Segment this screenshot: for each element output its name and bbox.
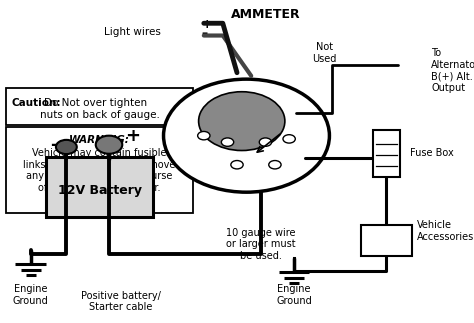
Circle shape bbox=[283, 135, 295, 143]
Text: Caution:: Caution: bbox=[12, 98, 61, 108]
Text: +: + bbox=[201, 18, 212, 31]
Text: Light wires: Light wires bbox=[104, 27, 161, 37]
Text: Vehicle may contain fusible
links. Do not disable or remove
any fusible links in: Vehicle may contain fusible links. Do no… bbox=[23, 148, 176, 193]
Text: Do Not over tighten: Do Not over tighten bbox=[44, 98, 147, 108]
Text: +: + bbox=[125, 127, 140, 145]
Text: –: – bbox=[201, 27, 208, 40]
Text: 12V Battery: 12V Battery bbox=[57, 184, 142, 197]
FancyBboxPatch shape bbox=[373, 130, 400, 177]
Text: 10 gauge wire
or larger must
be used.: 10 gauge wire or larger must be used. bbox=[226, 228, 295, 261]
FancyBboxPatch shape bbox=[6, 88, 193, 125]
FancyBboxPatch shape bbox=[361, 225, 412, 256]
FancyBboxPatch shape bbox=[6, 127, 193, 213]
Circle shape bbox=[96, 136, 122, 154]
Text: AMMETER: AMMETER bbox=[231, 8, 300, 21]
Text: To
Alternator
B(+) Alt.
Output: To Alternator B(+) Alt. Output bbox=[431, 48, 474, 93]
FancyBboxPatch shape bbox=[46, 157, 153, 217]
Text: nuts on back of gauge.: nuts on back of gauge. bbox=[40, 110, 159, 120]
Circle shape bbox=[56, 140, 77, 154]
Text: Vehicle
Accessories: Vehicle Accessories bbox=[417, 220, 474, 242]
Text: Engine
Ground: Engine Ground bbox=[276, 284, 312, 306]
Text: –: – bbox=[50, 136, 59, 154]
Text: Positive battery/
Starter cable: Positive battery/ Starter cable bbox=[81, 291, 161, 312]
Text: WARNING:: WARNING: bbox=[69, 135, 130, 145]
Circle shape bbox=[259, 138, 272, 146]
Circle shape bbox=[269, 161, 281, 169]
Circle shape bbox=[164, 79, 329, 192]
Circle shape bbox=[199, 92, 285, 151]
Text: Not
Used: Not Used bbox=[312, 42, 337, 64]
Circle shape bbox=[198, 131, 210, 140]
Text: Engine
Ground: Engine Ground bbox=[13, 284, 49, 306]
Circle shape bbox=[221, 138, 234, 146]
Circle shape bbox=[231, 161, 243, 169]
Text: Fuse Box: Fuse Box bbox=[410, 149, 454, 158]
